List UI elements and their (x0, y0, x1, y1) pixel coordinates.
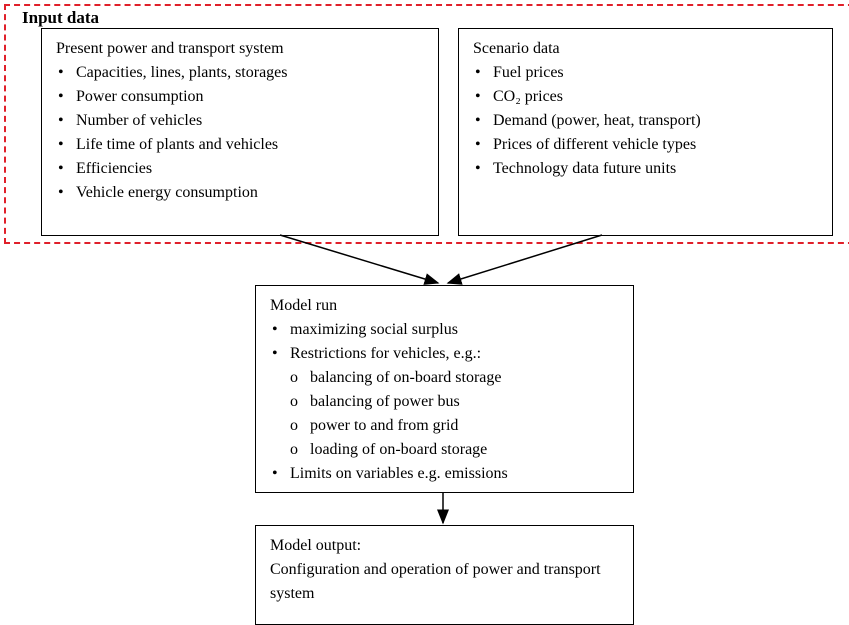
list-item: Efficiencies (56, 157, 424, 181)
list-item: balancing of power bus (270, 390, 619, 414)
model-run-box: Model run maximizing social surplusRestr… (255, 285, 634, 493)
item-list: Fuel pricesCO₂ pricesDemand (power, heat… (473, 61, 818, 181)
box-heading: Present power and transport system (56, 40, 284, 57)
list-item: Vehicle energy consumption (56, 181, 424, 205)
list-item: Technology data future units (473, 157, 818, 181)
list-item: balancing of on-board storage (270, 366, 619, 390)
list-item: Restrictions for vehicles, e.g.: (270, 342, 619, 366)
list-item: loading of on-board storage (270, 438, 619, 462)
model-output-box: Model output: Configuration and operatio… (255, 525, 634, 625)
list-item: Life time of plants and vehicles (56, 133, 424, 157)
scenario-box: Scenario data Fuel pricesCO₂ pricesDeman… (458, 28, 833, 236)
list-item: maximizing social surplus (270, 318, 619, 342)
list-item: Prices of different vehicle types (473, 133, 818, 157)
present-system-box: Present power and transport system Capac… (41, 28, 439, 236)
box-heading: Scenario data (473, 40, 560, 57)
input-data-region (4, 4, 849, 244)
page: Input data Present power and transport s… (0, 0, 849, 609)
list-item: Limits on variables e.g. emissions (270, 462, 619, 486)
list-item: Power consumption (56, 85, 424, 109)
box-text: Configuration and operation of power and… (270, 561, 601, 602)
list-item: Demand (power, heat, transport) (473, 109, 818, 133)
list-item: Fuel prices (473, 61, 818, 85)
arrows (279, 234, 603, 525)
list-item: Number of vehicles (56, 109, 424, 133)
list-item: Capacities, lines, plants, storages (56, 61, 424, 85)
box-heading: Model run (270, 297, 338, 314)
list-item: power to and from grid (270, 414, 619, 438)
list-item: CO₂ prices (473, 85, 818, 109)
region-title: Input data (22, 8, 100, 27)
box-heading: Model output: (270, 537, 362, 554)
arrow (446, 234, 603, 285)
arrow (279, 234, 440, 285)
item-list: Capacities, lines, plants, storagesPower… (56, 61, 424, 205)
item-list: maximizing social surplusRestrictions fo… (270, 318, 619, 486)
